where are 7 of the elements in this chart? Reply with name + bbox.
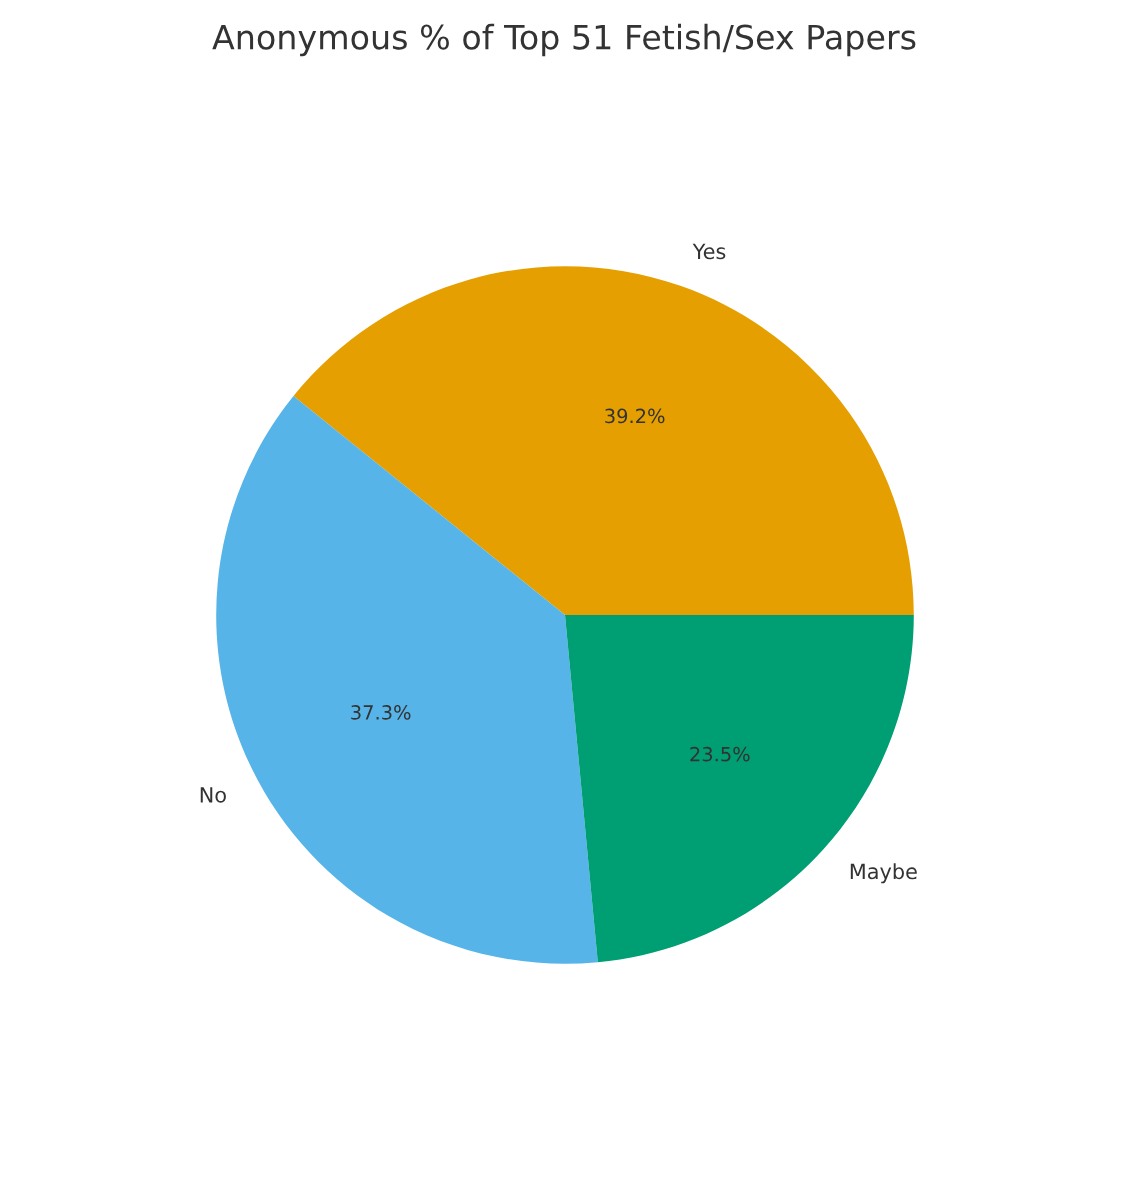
- slice-label: Maybe: [850, 863, 917, 884]
- slice-label: Yes: [692, 243, 726, 260]
- data-label: 37.3%: [351, 705, 411, 720]
- data-label: 39.2%: [605, 408, 665, 424]
- chart-title: Anonymous % of Top 51 Fetish/Sex Papers: [212, 23, 916, 57]
- data-label: 23.5%: [690, 746, 750, 762]
- slice-label: No: [200, 787, 226, 803]
